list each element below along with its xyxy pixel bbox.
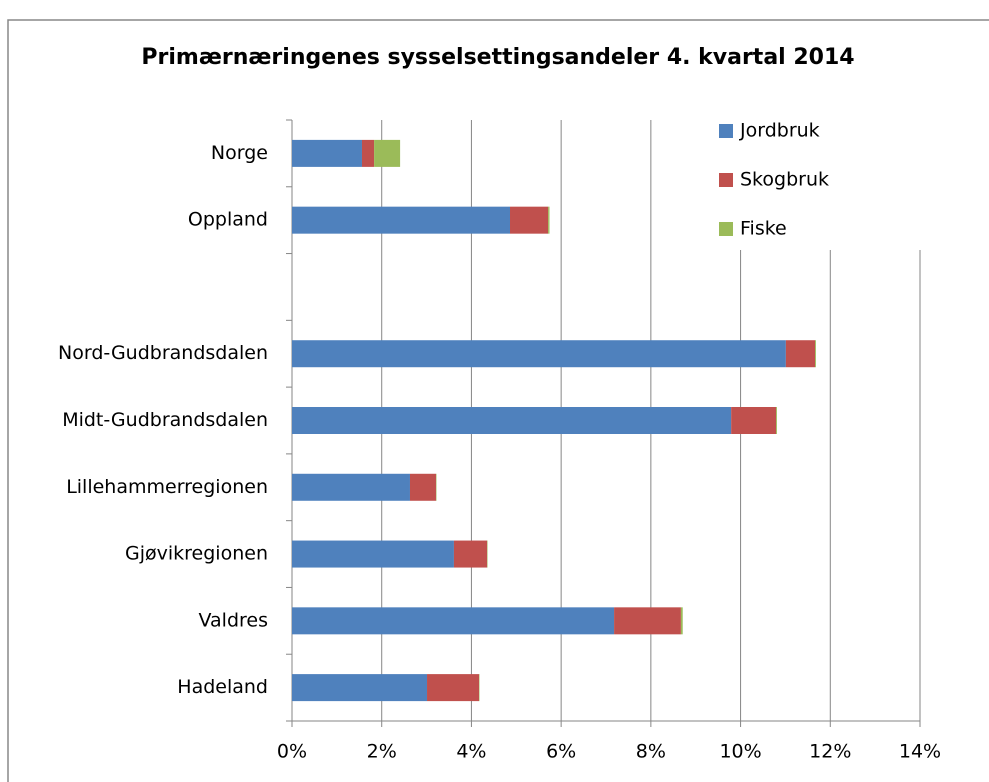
- bar-segment: [292, 407, 732, 434]
- bar-segment: [614, 607, 681, 635]
- bar-segment: [292, 473, 410, 501]
- bar-segment: [815, 340, 816, 368]
- bar-segment: [510, 206, 549, 234]
- y-tick-label: Midt-Gudbrandsdalen: [62, 409, 268, 431]
- bar-segment: [292, 540, 454, 568]
- x-tick-label: 10%: [719, 741, 761, 763]
- bar-segment: [731, 407, 777, 434]
- bar-segment: [292, 206, 511, 234]
- bar-segment: [776, 407, 777, 434]
- bar-segment: [427, 674, 480, 702]
- legend-label: Jordbruk: [739, 120, 820, 142]
- bar-segment: [292, 340, 786, 368]
- y-tick-label: Valdres: [199, 609, 269, 631]
- legend-swatch: [719, 222, 733, 236]
- x-tick-label: 12%: [809, 741, 851, 763]
- legend-label: Skogbruk: [740, 169, 829, 191]
- bar-segment: [361, 139, 375, 167]
- bar-segment: [680, 607, 683, 635]
- bar-segment: [548, 206, 550, 234]
- legend-box: [708, 108, 922, 250]
- bar-segment: [374, 139, 401, 167]
- y-tick-label: Oppland: [188, 209, 268, 231]
- bar-segment: [785, 340, 816, 368]
- legend-label: Fiske: [740, 218, 787, 240]
- y-tick-label: Lillehammerregionen: [66, 476, 268, 498]
- chart-title: Primærnæringenes sysselsettingsandeler 4…: [141, 45, 854, 70]
- y-tick-label: Gjøvikregionen: [125, 543, 268, 565]
- y-tick-label: Hadeland: [177, 676, 268, 698]
- x-tick-label: 6%: [546, 741, 576, 763]
- x-tick-label: 4%: [456, 741, 486, 763]
- y-tick-label: Norge: [211, 142, 268, 164]
- x-tick-label: 0%: [277, 741, 307, 763]
- bar-segment: [409, 473, 436, 501]
- bar-segment: [292, 139, 362, 167]
- x-tick-label: 8%: [636, 741, 666, 763]
- x-tick-label: 2%: [367, 741, 397, 763]
- y-tick-label: Nord-Gudbrandsdalen: [58, 342, 268, 364]
- x-tick-label: 14%: [899, 741, 941, 763]
- bar-segment: [453, 540, 488, 568]
- bar-segment: [292, 674, 428, 702]
- legend-swatch: [719, 173, 733, 187]
- bar-segment: [292, 607, 615, 635]
- legend-swatch: [719, 124, 733, 138]
